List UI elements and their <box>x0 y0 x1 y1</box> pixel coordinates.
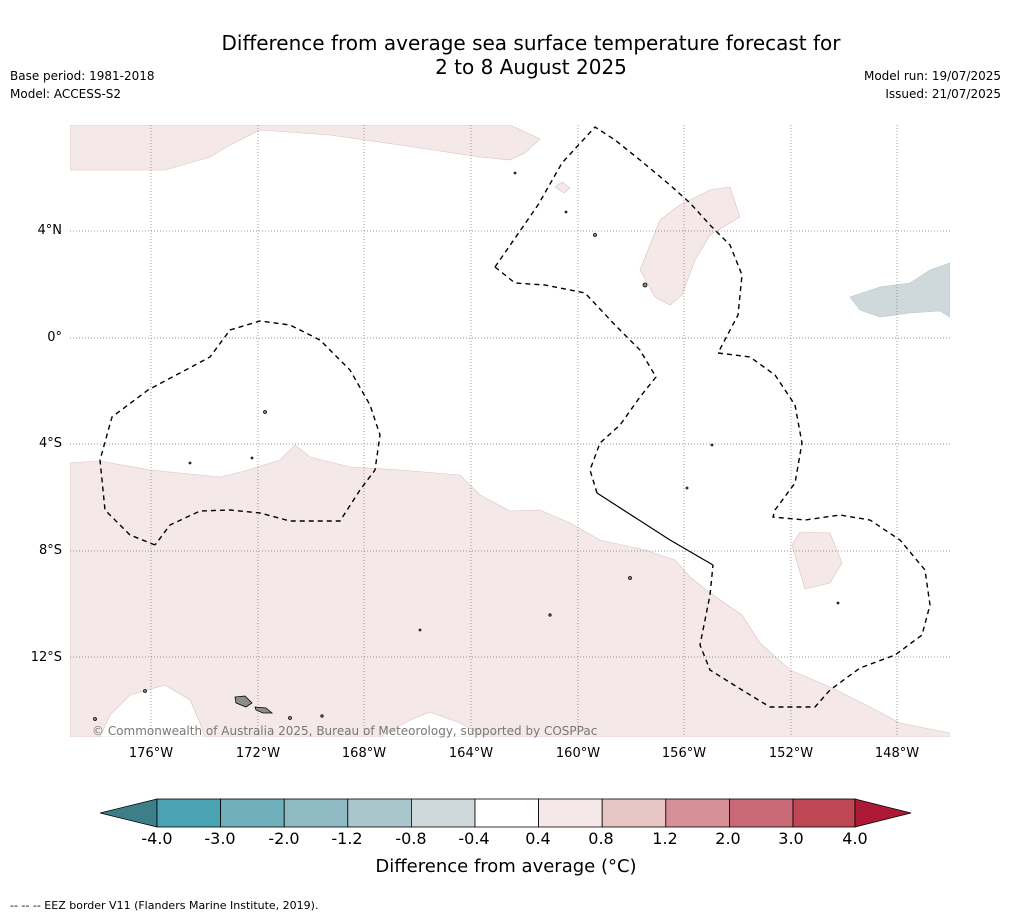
island-b <box>188 461 192 465</box>
colorbar-tick: -4.0 <box>141 829 173 848</box>
island-e <box>628 576 632 580</box>
warm-region-northeast <box>639 186 741 306</box>
island-samoa-upolu <box>254 706 274 714</box>
colorbar-swatch-4 <box>347 798 412 828</box>
colorbar-tick: -0.4 <box>458 829 490 848</box>
map-canvas <box>70 125 950 737</box>
colorbar-swatch-9 <box>665 798 730 828</box>
cool-region-east <box>849 262 950 318</box>
island-o <box>513 171 517 175</box>
island-l <box>288 716 292 720</box>
meta-left: Base period: 1981-2018 Model: ACCESS-S2 <box>10 67 155 103</box>
colorbar-tick: 0.8 <box>588 829 614 848</box>
lon-label-152w: 152°W <box>768 746 814 761</box>
model-name: Model: ACCESS-S2 <box>10 87 122 101</box>
eez-cook <box>699 352 931 708</box>
copyright-notice: © Commonwealth of Australia 2025, Bureau… <box>92 724 598 738</box>
colorbar-swatch-7 <box>538 798 603 828</box>
islands <box>93 171 840 721</box>
colorbar-tick: -3.0 <box>204 829 236 848</box>
gridlines <box>70 125 950 737</box>
colorbar-swatch-high <box>854 798 912 828</box>
lat-label-8s: 8°S <box>38 543 62 558</box>
colorbar-swatch-low <box>99 798 158 828</box>
eez-kiribati <box>494 266 657 494</box>
eez-tokelau <box>99 320 381 546</box>
island-g <box>418 628 422 632</box>
colorbar-swatch-8 <box>601 798 667 828</box>
lat-label-0: 0° <box>47 330 62 345</box>
model-run: Model run: 19/07/2025 <box>863 69 1001 83</box>
island-n <box>836 601 840 605</box>
eez-solid-segment <box>596 492 714 566</box>
island-swains <box>263 410 267 414</box>
colorbar <box>99 798 912 828</box>
lon-label-172w: 172°W <box>235 746 281 761</box>
island-i <box>685 486 689 490</box>
issued-date: Issued: 21/07/2025 <box>885 87 1001 101</box>
colorbar-tick: 1.2 <box>652 829 678 848</box>
lon-label-148w: 148°W <box>874 746 920 761</box>
map-panel <box>70 125 950 737</box>
neutral-region-south <box>379 711 486 737</box>
title-line-1: Difference from average sea surface temp… <box>221 31 841 55</box>
lon-label-164w: 164°W <box>448 746 494 761</box>
colorbar-label: Difference from average (°C) <box>375 856 637 877</box>
warm-region-islet-east <box>791 531 843 590</box>
warm-region-south <box>70 444 950 737</box>
island-m <box>320 714 324 718</box>
chart-title: Difference from average sea surface temp… <box>150 31 912 79</box>
colorbar-tick: 2.0 <box>715 829 741 848</box>
colorbar-swatch-10 <box>729 798 794 828</box>
colorbar-svg <box>99 798 912 828</box>
lat-label-4n: 4°N <box>37 223 63 238</box>
colorbar-tick: -2.0 <box>268 829 300 848</box>
lat-label-12s: 12°S <box>30 650 62 665</box>
lat-label-4s: 4°S <box>38 436 62 451</box>
island-p <box>564 210 568 214</box>
eez-borders <box>99 126 931 708</box>
island-samoa-savaii <box>234 695 253 708</box>
colorbar-swatch-1 <box>156 798 221 828</box>
island-c <box>642 282 648 288</box>
neutral-region-southwest <box>99 684 206 737</box>
base-period: Base period: 1981-2018 <box>10 69 155 83</box>
colorbar-swatch-11 <box>792 798 856 828</box>
lon-label-156w: 156°W <box>661 746 707 761</box>
island-f <box>548 613 552 617</box>
colorbar-tick: -0.8 <box>395 829 427 848</box>
island-a <box>250 456 254 460</box>
warm-region-north <box>70 125 541 171</box>
island-d <box>593 233 597 237</box>
lon-label-176w: 176°W <box>128 746 174 761</box>
footer-eez-note: -- -- -- EEZ border V11 (Flanders Marine… <box>10 899 319 912</box>
lon-label-160w: 160°W <box>555 746 601 761</box>
island-j <box>143 689 147 693</box>
colorbar-swatch-2 <box>220 798 285 828</box>
lon-label-168w: 168°W <box>341 746 387 761</box>
colorbar-swatch-6 <box>474 798 539 828</box>
meta-right: Model run: 19/07/2025 Issued: 21/07/2025 <box>864 67 1001 103</box>
colorbar-tick: -1.2 <box>331 829 363 848</box>
title-line-2: 2 to 8 August 2025 <box>435 55 627 79</box>
island-k <box>93 717 97 721</box>
colorbar-tick: 0.4 <box>525 829 551 848</box>
colorbar-tick: 3.0 <box>778 829 804 848</box>
colorbar-swatch-5 <box>410 798 476 828</box>
island-h <box>710 443 714 447</box>
colorbar-tick: 4.0 <box>842 829 868 848</box>
warm-region-small <box>554 181 571 194</box>
colorbar-swatch-3 <box>283 798 349 828</box>
